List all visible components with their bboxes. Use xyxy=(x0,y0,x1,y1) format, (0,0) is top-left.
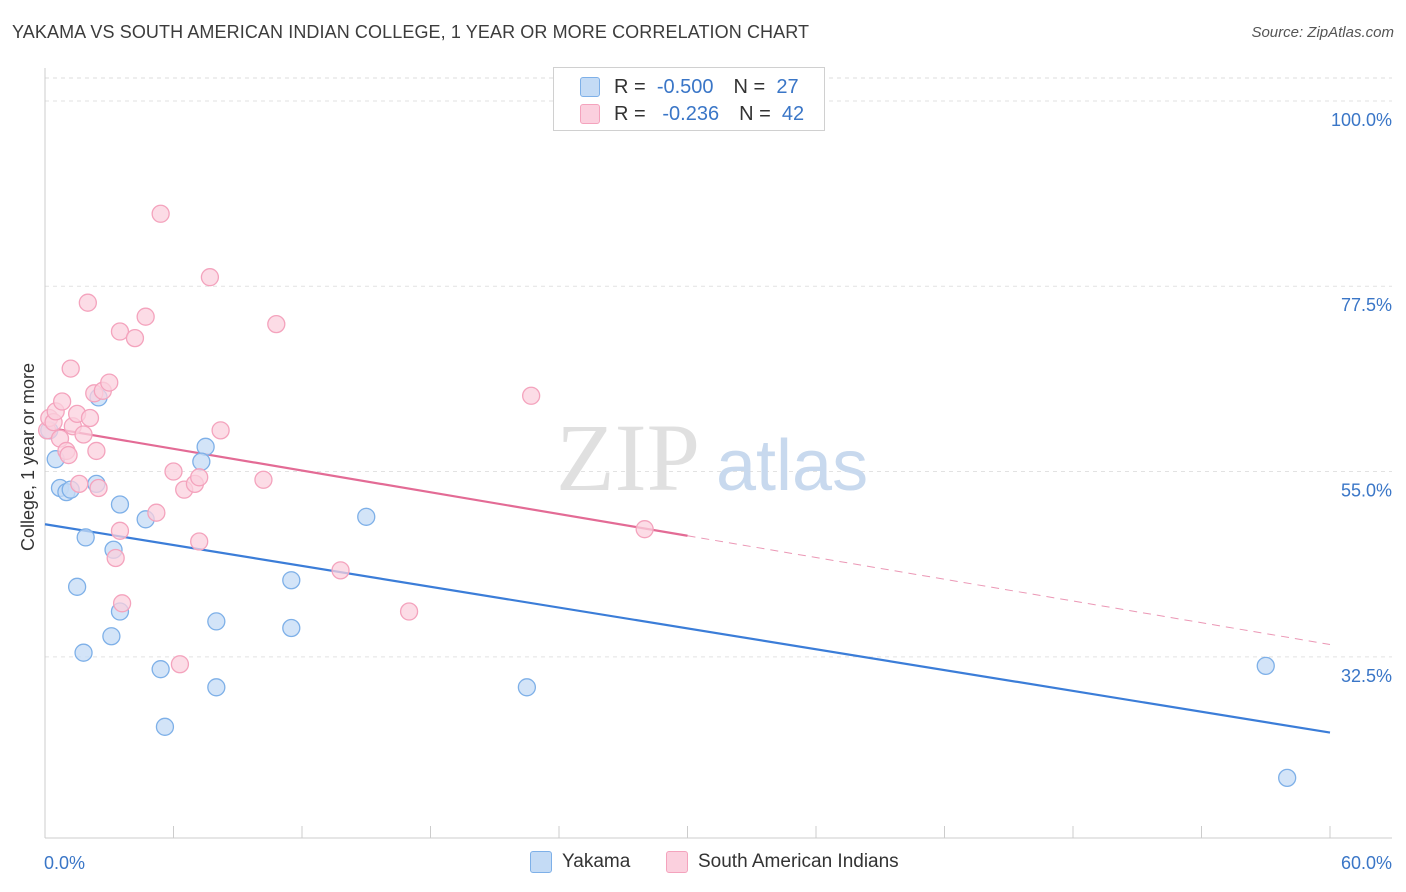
data-point-south-american-indians xyxy=(52,392,72,411)
data-point-yakama xyxy=(207,678,226,697)
data-point-yakama xyxy=(357,507,376,526)
watermark-zip: ZIP xyxy=(556,404,700,511)
data-point-yakama xyxy=(155,717,175,736)
source-credit: Source: ZipAtlas.com xyxy=(1251,24,1394,41)
data-point-south-american-indians xyxy=(100,373,119,392)
data-point-yakama xyxy=(110,495,130,514)
data-point-south-american-indians xyxy=(399,602,419,621)
data-point-yakama xyxy=(1278,768,1297,788)
data-point-south-american-indians xyxy=(106,548,125,568)
data-points xyxy=(37,204,1297,788)
bottom-legend-south-american-indians: South American Indians xyxy=(666,851,899,873)
chart-title: YAKAMA VS SOUTH AMERICAN INDIAN COLLEGE,… xyxy=(12,22,810,42)
data-point-yakama xyxy=(282,571,301,590)
data-point-yakama xyxy=(207,612,226,631)
y-tick-label: 55.0% xyxy=(1341,481,1392,501)
data-point-yakama xyxy=(76,528,95,547)
data-point-south-american-indians xyxy=(170,655,190,674)
r-value-yakama: -0.500 xyxy=(656,75,714,98)
data-point-yakama xyxy=(192,452,211,471)
data-point-south-american-indians xyxy=(190,468,209,487)
stats-legend: R = -0.500 N = 27 R = -0.236 N = 42 xyxy=(553,67,825,131)
legend-row-south-american-indians: R = -0.236 N = 42 xyxy=(580,101,804,127)
data-point-south-american-indians xyxy=(331,561,350,580)
data-point-south-american-indians xyxy=(59,445,78,465)
y-tick-label: 100.0% xyxy=(1331,110,1392,130)
trend-lines xyxy=(44,425,1331,734)
x-tick-label-min: 0.0% xyxy=(44,853,85,873)
trend-line-south-american-indians xyxy=(44,425,688,537)
data-point-south-american-indians xyxy=(164,462,183,481)
n-label: N = xyxy=(739,102,771,125)
data-point-south-american-indians xyxy=(200,268,220,287)
data-point-south-american-indians xyxy=(78,293,97,312)
trend-line-yakama xyxy=(44,523,1331,734)
data-point-south-american-indians xyxy=(61,359,80,378)
n-label: N = xyxy=(733,75,766,98)
bottom-legend-yakama: Yakama xyxy=(530,851,630,873)
y-tick-label: 77.5% xyxy=(1341,295,1392,315)
data-point-yakama xyxy=(1256,656,1275,676)
x-tick-label-max: 60.0% xyxy=(1341,853,1392,873)
bottom-legend-swatch-yakama xyxy=(530,851,552,873)
data-point-south-american-indians xyxy=(89,478,108,498)
data-point-yakama xyxy=(151,660,170,679)
data-point-south-american-indians xyxy=(110,322,130,341)
data-point-yakama xyxy=(517,678,537,697)
trend-line-south-american-indians-extrapolated xyxy=(687,535,1331,645)
data-point-yakama xyxy=(74,643,93,662)
data-point-south-american-indians xyxy=(125,328,145,348)
data-point-yakama xyxy=(67,577,87,596)
watermark-atlas: atlas xyxy=(716,426,868,506)
bottom-legend-label-south-american-indians: South American Indians xyxy=(698,851,899,872)
data-point-yakama xyxy=(282,618,301,638)
watermark: ZIP atlas xyxy=(556,404,868,511)
data-point-south-american-indians xyxy=(254,470,273,489)
data-point-south-american-indians xyxy=(211,421,230,440)
r-label: R = xyxy=(614,75,646,98)
data-point-south-american-indians xyxy=(110,521,130,540)
legend-swatch-south-american-indians xyxy=(580,104,600,124)
data-point-south-american-indians xyxy=(136,307,155,326)
y-axis-label: College, 1 year or more xyxy=(18,363,38,551)
r-value-south-american-indians: -0.236 xyxy=(662,102,720,125)
data-point-south-american-indians xyxy=(522,386,541,405)
n-value-yakama: 27 xyxy=(776,75,799,98)
data-point-south-american-indians xyxy=(151,204,170,223)
legend-swatch-yakama xyxy=(580,77,600,97)
bottom-legend-label-yakama: Yakama xyxy=(562,851,631,872)
data-point-south-american-indians xyxy=(635,520,654,539)
data-point-yakama xyxy=(102,627,121,646)
n-value-south-american-indians: 42 xyxy=(781,102,805,125)
y-tick-label: 32.5% xyxy=(1341,666,1392,686)
axes xyxy=(44,68,1392,839)
legend-row-yakama: R = -0.500 N = 27 xyxy=(580,74,799,100)
bottom-legend-swatch-south-american-indians xyxy=(666,851,688,873)
r-label: R = xyxy=(614,102,646,125)
data-point-south-american-indians xyxy=(267,314,286,334)
data-point-south-american-indians xyxy=(190,532,209,551)
gridlines xyxy=(45,77,1392,658)
data-point-south-american-indians xyxy=(112,594,132,613)
data-point-south-american-indians xyxy=(70,474,89,494)
data-point-south-american-indians xyxy=(147,503,166,522)
data-point-south-american-indians xyxy=(80,408,100,428)
tick-labels: 32.5% 55.0% 77.5% 100.0% 0.0% 60.0% xyxy=(44,110,1392,873)
data-point-south-american-indians xyxy=(87,441,106,461)
data-point-south-american-indians xyxy=(74,425,93,444)
